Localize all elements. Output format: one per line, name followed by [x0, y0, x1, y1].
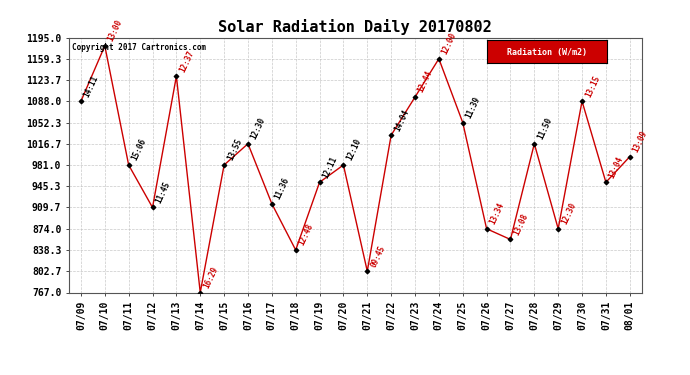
Point: [529, 141, 540, 147]
Title: Solar Radiation Daily 20170802: Solar Radiation Daily 20170802: [219, 19, 492, 35]
Text: 14:11: 14:11: [82, 74, 100, 99]
Text: 12:10: 12:10: [345, 138, 363, 162]
Text: 13:08: 13:08: [512, 212, 530, 237]
Point: [457, 120, 469, 126]
Point: [505, 237, 516, 243]
Point: [99, 43, 110, 49]
Point: [195, 290, 206, 296]
Point: [409, 94, 420, 100]
Point: [171, 73, 182, 79]
Text: 13:34: 13:34: [488, 201, 506, 226]
Point: [553, 226, 564, 232]
Point: [600, 179, 611, 185]
Text: 11:45: 11:45: [154, 180, 172, 205]
Point: [338, 162, 349, 168]
Point: [433, 56, 444, 62]
Point: [386, 132, 397, 138]
Text: 13:04: 13:04: [607, 155, 625, 180]
Text: 12:11: 12:11: [321, 155, 339, 180]
Point: [266, 201, 277, 207]
Text: 12:30: 12:30: [249, 116, 267, 141]
Point: [362, 268, 373, 274]
Text: 16:29: 16:29: [201, 265, 219, 290]
Text: 12:30: 12:30: [560, 201, 578, 226]
Text: 14:04: 14:04: [393, 108, 411, 132]
Text: 11:39: 11:39: [464, 95, 482, 120]
Point: [624, 154, 635, 160]
Point: [577, 98, 588, 104]
Point: [314, 179, 325, 185]
Text: 15:06: 15:06: [130, 138, 148, 162]
Point: [123, 162, 134, 168]
Text: 09:45: 09:45: [368, 244, 386, 268]
Text: 12:44: 12:44: [416, 69, 434, 94]
Point: [290, 247, 302, 253]
Text: 13:15: 13:15: [584, 74, 602, 99]
Text: 12:00: 12:00: [440, 31, 458, 56]
Text: 11:36: 11:36: [273, 176, 291, 201]
Point: [147, 204, 158, 210]
Text: 13:55: 13:55: [226, 138, 244, 162]
Text: 13:09: 13:09: [631, 129, 649, 154]
Text: 11:50: 11:50: [535, 116, 553, 141]
Text: Copyright 2017 Cartronics.com: Copyright 2017 Cartronics.com: [72, 43, 206, 52]
Text: 13:00: 13:00: [106, 18, 124, 43]
Point: [219, 162, 230, 168]
Text: 12:37: 12:37: [178, 49, 196, 74]
Point: [242, 141, 253, 147]
Point: [75, 98, 86, 104]
Text: 12:48: 12:48: [297, 222, 315, 247]
Point: [481, 226, 492, 232]
